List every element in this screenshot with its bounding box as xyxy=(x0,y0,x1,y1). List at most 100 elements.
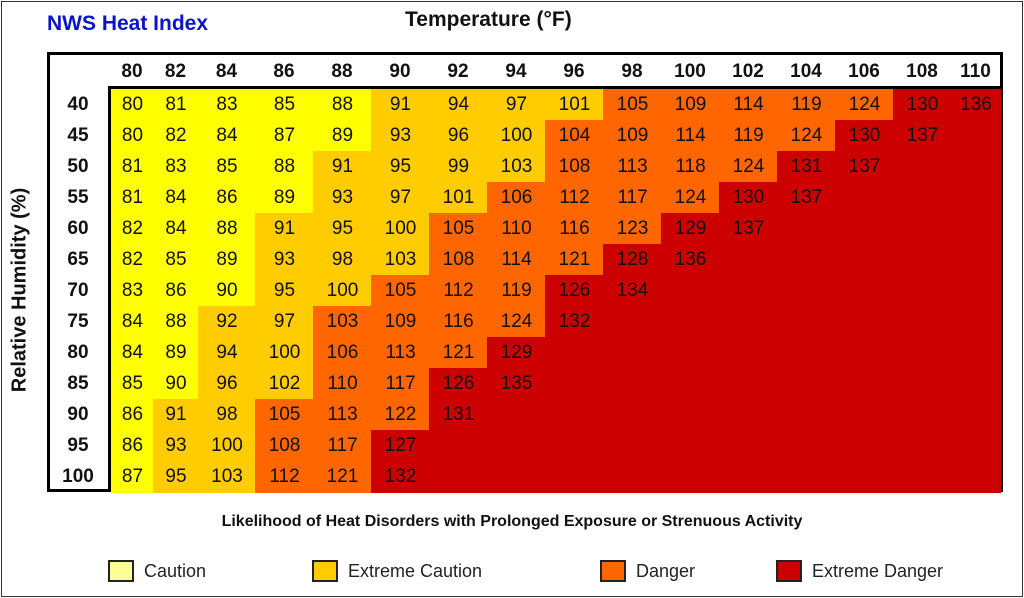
heat-index-cell: 121 xyxy=(313,461,372,493)
heat-index-cell: 95 xyxy=(313,213,372,245)
heat-index-cell xyxy=(777,306,836,338)
heat-index-cell: 100 xyxy=(371,213,430,245)
heat-index-cell: 81 xyxy=(111,182,154,214)
heat-index-cell: 135 xyxy=(487,368,546,400)
heat-index-cell xyxy=(545,430,604,462)
heat-index-cell xyxy=(719,399,778,431)
heat-index-cell: 94 xyxy=(429,89,488,121)
heat-index-cell xyxy=(893,151,952,183)
row-header: 55 xyxy=(67,186,89,208)
heat-index-cell: 93 xyxy=(371,120,430,152)
heat-index-cell xyxy=(951,368,1001,400)
heat-index-cell: 124 xyxy=(719,151,778,183)
heat-index-cell xyxy=(893,337,952,369)
heat-index-cell xyxy=(603,368,662,400)
heat-index-cell: 103 xyxy=(313,306,372,338)
heat-index-cell: 85 xyxy=(255,89,314,121)
heat-index-cell: 98 xyxy=(313,244,372,276)
heat-index-cell: 105 xyxy=(603,89,662,121)
heat-index-cell xyxy=(893,306,952,338)
heat-index-cell xyxy=(777,430,836,462)
heat-index-cell xyxy=(487,399,546,431)
heat-index-cell: 81 xyxy=(111,151,154,183)
row-header: 70 xyxy=(67,279,89,301)
x-axis-label: Temperature (°F) xyxy=(405,8,572,31)
heat-index-cell: 126 xyxy=(429,368,488,400)
heat-index-cell: 94 xyxy=(198,337,256,369)
heat-index-grid: 80 81 83 85 88 91 94 97 101 105 109 114 119 124 130 136… xyxy=(108,86,1001,493)
heat-index-cell: 130 xyxy=(835,120,894,152)
heat-index-cell: 91 xyxy=(153,399,199,431)
heat-index-cell xyxy=(603,430,662,462)
heat-index-cell: 114 xyxy=(487,244,546,276)
heat-index-cell: 102 xyxy=(255,368,314,400)
heat-index-cell: 93 xyxy=(153,430,199,462)
heat-index-cell: 88 xyxy=(313,89,372,121)
column-header: 82 xyxy=(164,61,187,82)
heat-index-cell: 105 xyxy=(255,399,314,431)
column-header: 86 xyxy=(273,61,295,82)
heat-index-cell xyxy=(835,244,894,276)
heat-index-cell: 114 xyxy=(719,89,778,121)
heat-index-cell xyxy=(719,430,778,462)
column-header: 84 xyxy=(215,61,238,82)
heat-index-cell: 129 xyxy=(487,337,546,369)
heat-index-cell: 137 xyxy=(777,182,836,214)
heat-index-cell xyxy=(777,337,836,369)
legend-swatch xyxy=(600,560,626,582)
row-header: 80 xyxy=(67,341,89,363)
heat-index-cell: 84 xyxy=(198,120,256,152)
heat-index-cell xyxy=(545,399,604,431)
row-header: 50 xyxy=(67,155,89,177)
legend-label: Caution xyxy=(144,560,207,581)
heat-index-cell: 132 xyxy=(371,461,430,493)
heat-index-cell: 85 xyxy=(111,368,154,400)
heat-index-cell: 87 xyxy=(111,461,154,493)
heat-index-cell: 87 xyxy=(255,120,314,152)
heat-index-cell: 124 xyxy=(661,182,720,214)
heat-index-cell: 91 xyxy=(255,213,314,245)
legend-item: Danger xyxy=(600,560,695,582)
heat-index-cell xyxy=(661,337,720,369)
row-header: 40 xyxy=(67,93,89,115)
row-header: 65 xyxy=(67,248,89,270)
heat-index-cell: 103 xyxy=(198,461,256,493)
heat-index-cell: 136 xyxy=(661,244,720,276)
heat-index-cell: 137 xyxy=(893,120,952,152)
heat-index-cell xyxy=(661,368,720,400)
heat-index-cell: 89 xyxy=(153,337,199,369)
heat-index-cell xyxy=(603,337,662,369)
heat-index-cell: 83 xyxy=(153,151,199,183)
heat-index-cell: 113 xyxy=(603,151,662,183)
row-header: 75 xyxy=(67,310,89,332)
column-header: 104 xyxy=(790,61,822,82)
heat-index-cell xyxy=(835,275,894,307)
heat-index-cell: 90 xyxy=(153,368,199,400)
heat-index-cell: 83 xyxy=(198,89,256,121)
heat-index-cell xyxy=(951,275,1001,307)
column-header: 88 xyxy=(331,61,353,82)
heat-index-cell xyxy=(487,461,546,493)
heat-index-cell xyxy=(661,461,720,493)
heat-index-cell: 84 xyxy=(111,306,154,338)
heat-index-cell: 113 xyxy=(371,337,430,369)
legend-item: Extreme Danger xyxy=(776,560,943,582)
heat-index-cell xyxy=(719,306,778,338)
heat-index-cell xyxy=(429,461,488,493)
heat-index-cell xyxy=(603,306,662,338)
heat-index-cell: 106 xyxy=(487,182,546,214)
heat-index-cell: 95 xyxy=(255,275,314,307)
heat-index-cell: 124 xyxy=(487,306,546,338)
heat-index-cell: 89 xyxy=(313,120,372,152)
heat-index-cell: 124 xyxy=(777,120,836,152)
heat-index-cell xyxy=(893,368,952,400)
heat-index-cell xyxy=(835,182,894,214)
heat-index-cell: 99 xyxy=(429,151,488,183)
column-header: 108 xyxy=(906,61,938,82)
heat-index-cell: 82 xyxy=(153,120,199,152)
heat-index-cell xyxy=(893,275,952,307)
heat-index-cell: 119 xyxy=(487,275,546,307)
heat-index-cell: 127 xyxy=(371,430,430,462)
heat-index-cell xyxy=(835,399,894,431)
